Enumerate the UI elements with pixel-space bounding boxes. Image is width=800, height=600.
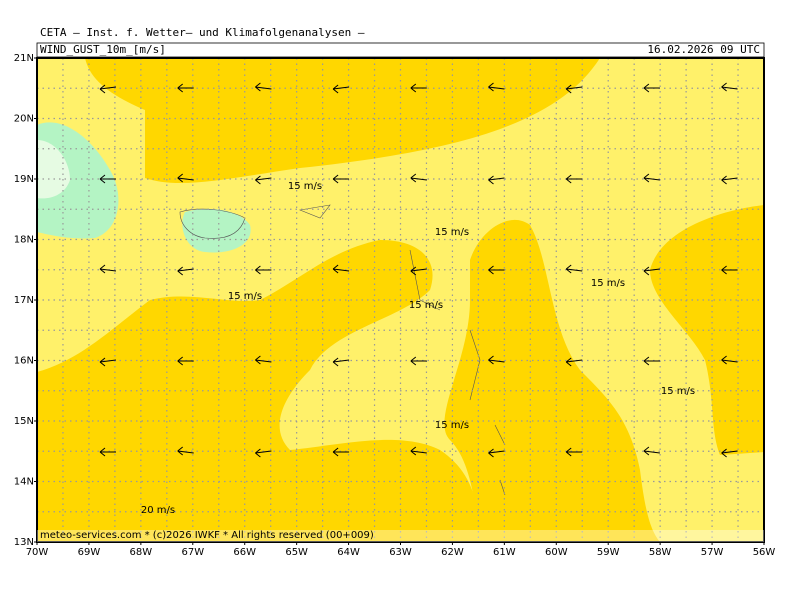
lon-label: 61W xyxy=(493,547,516,558)
wind-arrow xyxy=(643,446,660,456)
wind-arrow xyxy=(410,173,427,183)
lon-label: 56W xyxy=(753,547,776,558)
wind-arrow xyxy=(721,265,738,275)
lat-label: 20N xyxy=(14,114,34,125)
title: CETA — Inst. f. Wetter— und Klimafolgena… xyxy=(40,26,365,39)
wind-arrow xyxy=(99,264,117,274)
wind-arrow xyxy=(410,446,427,456)
wind-arrow xyxy=(565,357,583,367)
lon-label: 60W xyxy=(545,547,568,558)
lon-label: 57W xyxy=(701,547,724,558)
lon-label: 70W xyxy=(26,547,49,558)
wind-arrow xyxy=(332,84,350,94)
lat-label: 15N xyxy=(14,416,34,427)
footer-band xyxy=(37,530,764,542)
lon-label: 62W xyxy=(441,547,464,558)
gust-zone xyxy=(444,219,700,542)
lat-label: 14N xyxy=(14,477,34,488)
valid-time: 16.02.2026 09 UTC xyxy=(647,43,760,56)
wind-arrow xyxy=(488,82,505,92)
wind-arrow xyxy=(332,357,350,367)
lon-label: 63W xyxy=(389,547,412,558)
contour-label: 20 m/s xyxy=(141,505,175,516)
wind-arrow xyxy=(99,357,117,367)
contour-label: 15 m/s xyxy=(409,300,443,311)
lon-label: 64W xyxy=(337,547,360,558)
wind-arrow xyxy=(721,355,738,365)
footer: meteo-services.com * (c)2026 IWKF * All … xyxy=(40,530,374,541)
lon-label: 67W xyxy=(181,547,204,558)
wind-arrow xyxy=(410,266,427,276)
wind-arrow xyxy=(332,264,350,274)
wind-arrow xyxy=(255,175,272,185)
calm-zone xyxy=(37,140,70,199)
wind-arrow xyxy=(99,174,116,184)
wind-arrow xyxy=(255,355,272,365)
map-area: meteo-services.com * (c)2026 IWKF * All … xyxy=(36,57,765,543)
wind-arrow xyxy=(177,266,194,276)
contour-label: 15 m/s xyxy=(435,420,469,431)
wind-arrow xyxy=(177,446,194,456)
coastline xyxy=(179,204,506,496)
wind-arrow xyxy=(721,175,738,185)
wind-arrow xyxy=(332,174,350,184)
lat-label: 19N xyxy=(14,174,34,185)
lat-label: 16N xyxy=(14,356,34,367)
lat-label: 18N xyxy=(14,235,34,246)
wind-arrow xyxy=(410,356,427,366)
gust-zone xyxy=(85,58,600,184)
wind-arrow xyxy=(565,447,583,457)
wind-arrow xyxy=(721,448,738,458)
wind-arrow xyxy=(99,84,117,94)
lat-label: 17N xyxy=(14,295,34,306)
calm-zone xyxy=(182,208,251,253)
contour-label: 15 m/s xyxy=(661,386,695,397)
wind-arrow xyxy=(488,355,505,365)
wind-arrow xyxy=(488,448,505,458)
wind-arrow xyxy=(255,82,272,92)
wind-arrow xyxy=(565,264,583,274)
wind-arrow xyxy=(643,173,660,183)
wind-arrow xyxy=(177,173,194,183)
lon-label: 59W xyxy=(597,547,620,558)
contour-label: 15 m/s xyxy=(288,181,322,192)
wind-arrow xyxy=(643,83,660,93)
field-name: WIND_GUST_10m_[m/s] xyxy=(40,43,166,56)
wind-arrow xyxy=(99,447,116,457)
wind-arrow xyxy=(565,84,583,94)
gust-zone xyxy=(650,205,764,455)
lat-label: 21N xyxy=(14,53,34,64)
wind-arrow xyxy=(177,356,194,366)
wind-arrow xyxy=(488,265,505,275)
wind-arrow xyxy=(255,448,272,458)
wind-arrow xyxy=(332,447,350,457)
wind-arrow xyxy=(177,83,194,93)
contour-label: 15 m/s xyxy=(435,227,469,238)
lat-label: 13N xyxy=(14,537,34,548)
wind-arrow xyxy=(643,356,660,366)
wind-arrow xyxy=(721,82,738,92)
lon-label: 68W xyxy=(130,547,153,558)
wind-arrow xyxy=(643,266,660,276)
lon-label: 58W xyxy=(649,547,672,558)
wind-arrow xyxy=(488,175,505,185)
lon-label: 66W xyxy=(233,547,256,558)
lon-label: 65W xyxy=(285,547,308,558)
wind-arrow xyxy=(565,174,583,184)
lon-label: 69W xyxy=(78,547,101,558)
wind-arrow xyxy=(255,265,272,275)
contour-label: 15 m/s xyxy=(228,291,262,302)
wind-arrow xyxy=(410,83,427,93)
contour-label: 15 m/s xyxy=(591,278,625,289)
